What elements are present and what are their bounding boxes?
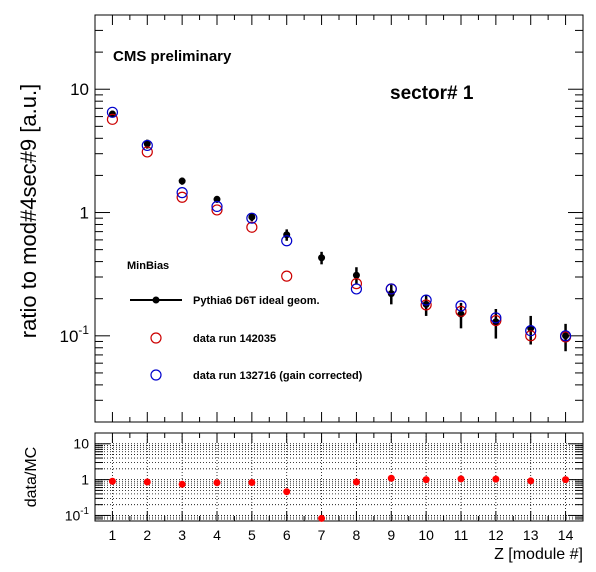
data-132716-point bbox=[490, 312, 502, 324]
ratio-point bbox=[248, 479, 256, 487]
y-tick-label: 1 bbox=[80, 203, 89, 222]
data-142035-point bbox=[490, 314, 502, 327]
ratio-point bbox=[352, 478, 360, 486]
data-142035-point bbox=[211, 204, 223, 216]
mc-point bbox=[562, 332, 570, 340]
x-tick-label: 8 bbox=[353, 527, 361, 543]
x-tick-label: 9 bbox=[387, 527, 395, 543]
x-tick-label: 7 bbox=[318, 527, 326, 543]
mc-point bbox=[422, 300, 430, 308]
data-132716-point bbox=[385, 283, 397, 295]
ratio-point bbox=[387, 474, 395, 482]
mc-point bbox=[492, 318, 500, 326]
legend-entry-pythia: Pythia6 D6T ideal geom. bbox=[193, 295, 320, 307]
x-tick-label: 6 bbox=[283, 527, 291, 543]
x-tick-label: 14 bbox=[558, 527, 574, 543]
data-132716-point bbox=[106, 106, 119, 118]
x-tick-label: 5 bbox=[248, 527, 256, 543]
ratio-point bbox=[527, 477, 535, 485]
bottom-y-axis-label: data/MC bbox=[23, 447, 40, 507]
ratio-point bbox=[422, 476, 430, 484]
data-142035-point bbox=[525, 330, 537, 342]
legend-entry-run-142035: data run 142035 bbox=[193, 333, 276, 345]
legend-entry-run-132716: data run 132716 (gain corrected) bbox=[193, 370, 363, 382]
ratio-point bbox=[562, 476, 570, 484]
legend-header: MinBias bbox=[127, 260, 169, 272]
data-142035-point bbox=[106, 113, 119, 125]
data-132716-point bbox=[176, 187, 188, 199]
data-142035-point bbox=[455, 305, 467, 317]
cms-preliminary-label: CMS preliminary bbox=[113, 48, 232, 65]
mc-point bbox=[352, 271, 360, 279]
data-142035-point bbox=[350, 278, 363, 290]
ratio-point bbox=[492, 475, 500, 483]
ratio-point bbox=[283, 488, 291, 496]
x-tick-label: 12 bbox=[488, 527, 504, 543]
mc-point bbox=[248, 213, 256, 221]
data-142035-point bbox=[246, 221, 258, 233]
ratio-point bbox=[213, 479, 221, 487]
data-132716-point bbox=[141, 139, 153, 152]
data-132716-point bbox=[211, 200, 223, 213]
mc-point bbox=[318, 254, 326, 262]
sector-label: sector# 1 bbox=[390, 83, 474, 104]
y-tick-label: 10 bbox=[73, 436, 89, 452]
x-tick-label: 1 bbox=[109, 527, 117, 543]
legend-marker-icon bbox=[150, 332, 162, 344]
ratio-point bbox=[143, 478, 151, 486]
mc-point bbox=[178, 177, 186, 185]
data-142035-point bbox=[281, 270, 293, 282]
top-y-axis-label: ratio to mod#4sec#9 [a.u.] bbox=[16, 84, 41, 338]
top-panel-axes: 10 1 10-1 bbox=[60, 14, 583, 423]
data-142035-point bbox=[176, 191, 188, 203]
data-132716-point bbox=[281, 235, 293, 247]
data-142035-point bbox=[420, 299, 432, 311]
ratio-point bbox=[318, 514, 326, 522]
top-panel-marks bbox=[106, 106, 572, 352]
ratio-point bbox=[178, 480, 186, 488]
legend-marker-icon bbox=[150, 369, 162, 381]
x-tick-label: 3 bbox=[178, 527, 186, 543]
y-tick-label: 10-1 bbox=[65, 506, 89, 523]
x-tick-label: 13 bbox=[523, 527, 539, 543]
data-132716-point bbox=[350, 283, 363, 295]
bottom-panel-marks bbox=[108, 474, 570, 522]
bottom-panel-grid bbox=[95, 432, 583, 522]
data-132716-point bbox=[559, 330, 572, 342]
data-132716-point bbox=[420, 294, 432, 306]
data-132716-point bbox=[455, 300, 467, 312]
ratio-point bbox=[457, 475, 465, 483]
x-tick-label: 10 bbox=[418, 527, 434, 543]
ratio-point bbox=[108, 477, 116, 485]
x-tick-label: 11 bbox=[454, 527, 469, 543]
x-tick-label: 2 bbox=[143, 527, 151, 543]
bottom-x-axis-label: Z [module #] bbox=[494, 546, 583, 563]
x-tick-label: 4 bbox=[213, 527, 221, 543]
y-tick-label: 10 bbox=[70, 80, 89, 99]
mc-point bbox=[143, 140, 151, 148]
mc-point bbox=[213, 195, 221, 203]
mc-point bbox=[283, 231, 291, 239]
data-132716-point bbox=[525, 325, 537, 337]
data-132716-point bbox=[246, 212, 258, 224]
legend-marker-icon bbox=[152, 296, 160, 304]
data-142035-point bbox=[141, 146, 153, 158]
y-tick-label: 10-1 bbox=[60, 323, 90, 346]
y-tick-label: 1 bbox=[81, 472, 89, 488]
legend: MinBias Pythia6 D6T ideal geom. data run … bbox=[127, 260, 363, 382]
